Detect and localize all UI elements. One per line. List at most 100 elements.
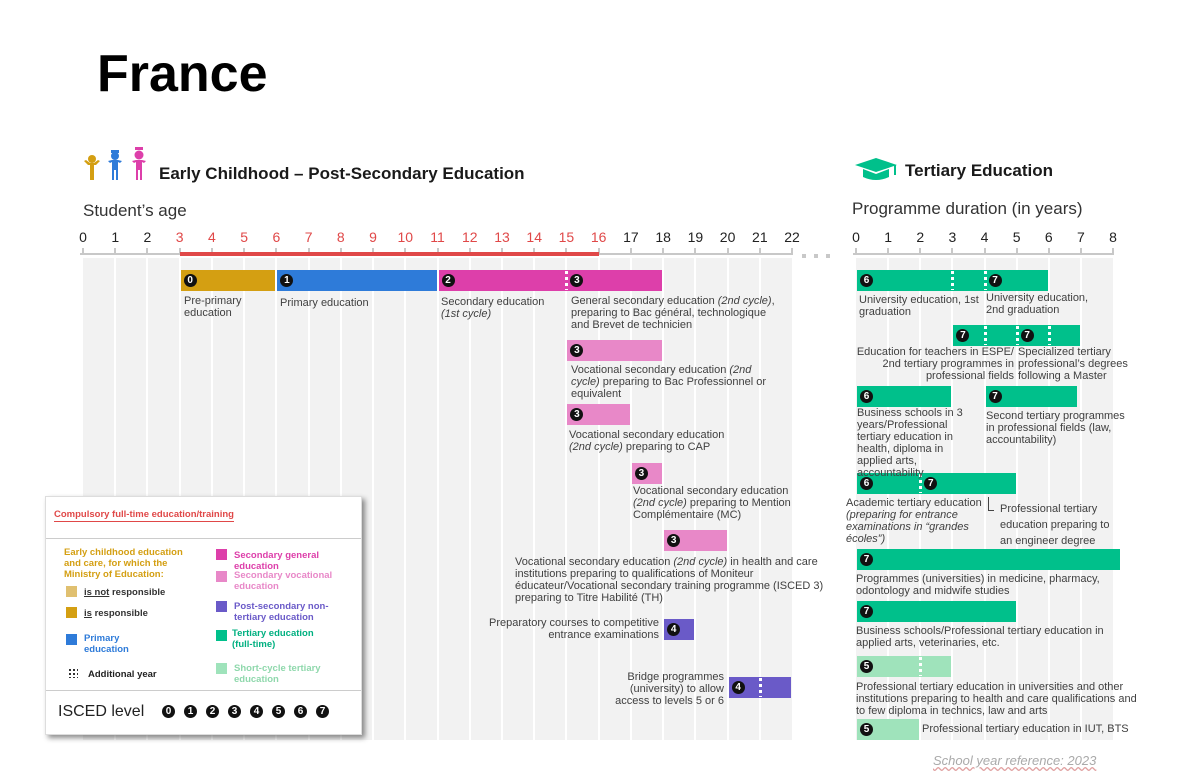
legend-divider	[46, 690, 361, 691]
grid-line	[468, 258, 471, 740]
isced-level-badge: 3	[570, 344, 584, 357]
isced-level-badge: 3	[570, 408, 584, 421]
legend: Compulsory full-time education/training …	[45, 496, 362, 735]
isced-level-badge: 7	[924, 477, 938, 490]
legend-swatch-responsible	[66, 607, 77, 618]
tick-mark	[533, 248, 536, 255]
tick-mark	[210, 248, 213, 255]
legend-post-sec: Post-secondary non-tertiary education	[234, 601, 329, 623]
tick-mark	[919, 248, 922, 255]
grid-line	[597, 258, 600, 740]
isced-label: ISCED level	[58, 703, 145, 720]
isced-level-badge: 7	[988, 274, 1002, 287]
duration-tick-label: 0	[852, 229, 860, 245]
tick-mark	[565, 248, 568, 255]
additional-year-marker	[983, 271, 987, 290]
duration-tick-label: 3	[948, 229, 957, 245]
legend-ecec: Early childhood education and care, for …	[64, 547, 183, 580]
connector-line	[988, 497, 994, 511]
duration-tick-label: 2	[916, 229, 925, 245]
grid-line	[1015, 258, 1018, 740]
tick-mark	[1079, 248, 1082, 255]
isced-level-badge: 5	[860, 660, 873, 673]
age-tick-label: 15	[558, 229, 575, 245]
tick-mark	[339, 248, 342, 255]
age-programme-bar: 3	[567, 340, 663, 361]
label-pre-primary: Pre-primary education	[184, 295, 242, 319]
tick-mark	[1112, 248, 1115, 255]
additional-year-marker	[983, 326, 987, 345]
tick-mark	[372, 248, 375, 255]
isced-level-badge: 3	[667, 534, 681, 547]
tertiary-programme-bar: 5	[857, 719, 920, 740]
legend-responsible: is responsible	[84, 608, 148, 619]
label-general-2nd: General secondary education (2nd cycle),…	[571, 295, 775, 331]
age-tick-label: 0	[79, 229, 87, 245]
age-tick-label: 16	[590, 229, 607, 245]
label-teachers: Education for teachers in ESPE/ 2nd tert…	[856, 346, 1014, 382]
tick-mark	[146, 248, 149, 255]
isced-level-badge: 7	[1020, 329, 1034, 342]
isced-level-badge: 7	[860, 605, 873, 618]
isced-level-badge: 0	[183, 274, 197, 287]
tick-mark	[983, 248, 986, 255]
page-title: France	[97, 45, 268, 103]
label-voc-health: Vocational secondary education (2nd cycl…	[515, 556, 824, 604]
age-tick-label: 3	[175, 229, 184, 245]
isced-level-badge: 5	[272, 705, 285, 718]
age-programme-bar: 3	[664, 530, 727, 551]
label-specialized: Specialized tertiary professional’s degr…	[1018, 346, 1128, 382]
isced-level-badge: 7	[988, 390, 1002, 403]
isced-level-badge: 4	[731, 681, 745, 694]
grid-line	[1047, 258, 1050, 740]
isced-level-badge: 4	[667, 623, 681, 636]
additional-year-marker	[951, 271, 955, 290]
grid-line	[372, 258, 375, 740]
tertiary-programme-bar: 6	[857, 386, 952, 407]
grid-line	[694, 258, 697, 740]
duration-tick-label: 1	[884, 229, 893, 245]
grid-line	[629, 258, 632, 740]
age-tick-label: 2	[143, 229, 152, 245]
graduation-cap-icon	[855, 158, 897, 180]
duration-tick-label: 8	[1109, 229, 1117, 245]
label-iut-bts: Professional tertiary education in IUT, …	[922, 723, 1129, 735]
age-tick-label: 21	[752, 229, 768, 245]
isced-level-badge: 6	[294, 705, 307, 718]
grid-line	[758, 258, 761, 740]
isced-level-badge: 4	[250, 705, 263, 718]
left-section-title: Early Childhood – Post-Secondary Educati…	[159, 164, 525, 183]
legend-short-cycle: Short-cycle tertiary education	[234, 663, 321, 685]
tick-mark	[243, 248, 246, 255]
isced-level-badge: 2	[441, 274, 455, 287]
age-tick-label: 20	[719, 229, 736, 245]
tick-mark	[1047, 248, 1050, 255]
grid-line	[951, 258, 954, 740]
tick-mark	[887, 248, 890, 255]
age-programme-bar: 3	[567, 404, 630, 425]
tick-mark	[275, 248, 278, 255]
legend-sec-gen: Secondary general education	[234, 550, 320, 572]
age-tick-label: 8	[336, 229, 345, 245]
age-tick-label: 13	[494, 229, 510, 245]
isced-level-badge: 1	[184, 705, 197, 718]
tick-mark	[178, 248, 181, 255]
label-voc-mc: Vocational secondary education (2nd cycl…	[633, 485, 791, 521]
tick-mark	[951, 248, 954, 255]
label-engineer: Professional tertiary education preparin…	[1000, 503, 1110, 547]
children-icon	[84, 147, 146, 180]
legend-swatch-sec-voc	[216, 571, 227, 582]
tick-mark	[1015, 248, 1018, 255]
label-preparatory: Preparatory courses to competitive entra…	[489, 617, 659, 641]
age-tick-label: 19	[687, 229, 704, 245]
isced-level-badge: 6	[860, 477, 873, 490]
tick-mark	[726, 248, 729, 255]
age-tick-label: 4	[208, 229, 216, 245]
school-year-reference: School year reference: 2023	[933, 753, 1097, 768]
isced-level-badge: 7	[956, 329, 970, 342]
isced-level-badge: 7	[316, 705, 329, 718]
isced-level-badge: 3	[634, 467, 648, 480]
